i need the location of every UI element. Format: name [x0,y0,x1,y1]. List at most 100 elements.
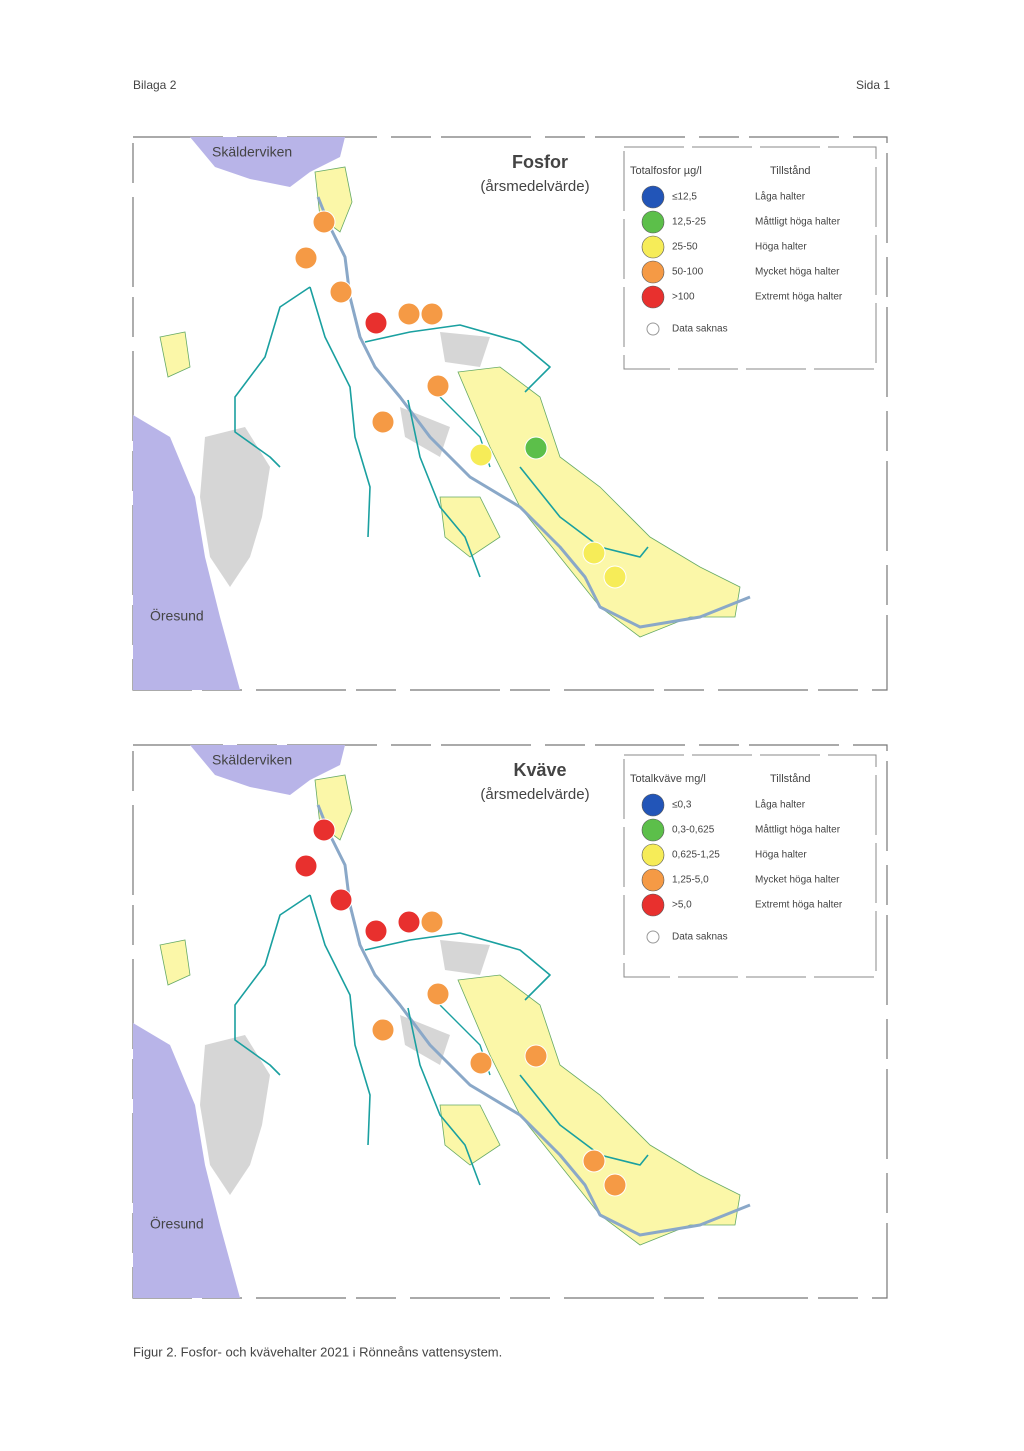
legend-box [623,146,877,370]
station [371,1018,395,1042]
sea-label: Öresund [150,1215,204,1232]
station [426,374,450,398]
legend-header: Tillstånd [770,165,811,177]
station [524,436,548,460]
station [312,818,336,842]
map-subtitle: (årsmedelvärde) [480,178,589,195]
river [309,894,371,1146]
station [420,302,444,326]
map-title: Fosfor [512,152,568,172]
legend-range: 25-50 [672,242,698,253]
station [294,246,318,270]
legend-label: Extremt höga halter [755,900,843,911]
legend-label: Mycket höga halter [755,875,840,886]
station [397,910,421,934]
river [364,932,551,1001]
catchment [457,366,741,638]
legend-swatch [641,285,665,309]
legend-range: 0,625-1,25 [672,850,720,861]
map-subtitle: (årsmedelvärde) [480,786,589,803]
river [316,804,751,1237]
legend: Totalkväve mg/l Tillstånd ≤0,3 Låga halter 0… [623,754,877,978]
map: Skälderviken Öresund Kväve (årsmedelvärde) T… [132,744,888,1299]
catchment [457,974,741,1246]
urban [200,1035,270,1195]
river [316,196,751,629]
river [234,894,311,1076]
station [420,910,444,934]
legend-swatch [641,235,665,259]
map-frame [132,744,888,1299]
legend-note: Data saknas [672,932,728,943]
legend-header: Tillstånd [770,773,811,785]
legend-label: Extremt höga halter [755,292,843,303]
urban [440,332,490,367]
station [397,302,421,326]
urban [200,427,270,587]
legend-swatch [646,930,660,944]
legend-label: Måttligt höga halter [755,824,841,836]
station [582,541,606,565]
legend-range: >100 [672,292,695,303]
legend-range: >5,0 [672,900,692,911]
legend-label: Låga halter [755,191,806,203]
legend-range: ≤12,5 [672,192,697,203]
map-frame [132,136,888,691]
legend-range: ≤0,3 [672,800,692,811]
legend-box [623,754,877,978]
legend-label: Höga halter [755,242,807,253]
legend-range: 1,25-5,0 [672,875,709,886]
legend-header: Totalkväve mg/l [630,773,706,785]
river [309,286,371,538]
river [407,1007,481,1186]
station [426,982,450,1006]
station [371,410,395,434]
legend-swatch [641,868,665,892]
legend-range: 50-100 [672,267,704,278]
station [582,1149,606,1173]
river [234,286,311,468]
legend-swatch [641,793,665,817]
catchment [439,496,501,558]
station [469,443,493,467]
legend-label: Mycket höga halter [755,267,840,278]
river [407,399,481,578]
station [329,888,353,912]
sea-label: Skälderviken [212,144,292,160]
map: Skälderviken Öresund Fosfor (årsmedelvärde)… [132,136,888,691]
sea-label: Öresund [150,607,204,624]
sea [133,1023,240,1298]
header-left: Bilaga 2 [133,78,177,92]
legend-swatch [641,210,665,234]
station [312,210,336,234]
legend-swatch [641,260,665,284]
legend-header: Totalfosfor µg/l [630,165,702,177]
legend-label: Låga halter [755,799,806,811]
header-right: Sida 1 [856,78,890,92]
legend-label: Höga halter [755,850,807,861]
legend-swatch [641,185,665,209]
legend: Totalfosfor µg/l Tillstånd ≤12,5 Låga halte… [623,146,877,370]
station [469,1051,493,1075]
urban [440,940,490,975]
station [364,919,388,943]
sea [190,137,345,187]
sea-label: Skälderviken [212,752,292,768]
map-title: Kväve [513,760,566,780]
river [364,324,551,393]
sea [190,745,345,795]
station [603,1173,627,1197]
station [294,854,318,878]
legend-label: Måttligt höga halter [755,216,841,228]
station [524,1044,548,1068]
catchment [439,1104,501,1166]
catchment [159,331,191,378]
station [329,280,353,304]
caption: Figur 2. Fosfor- och kvävehalter 2021 i … [133,1344,502,1359]
station [603,565,627,589]
legend-range: 0,3-0,625 [672,825,715,836]
legend-range: 12,5-25 [672,217,706,228]
catchment [159,939,191,986]
